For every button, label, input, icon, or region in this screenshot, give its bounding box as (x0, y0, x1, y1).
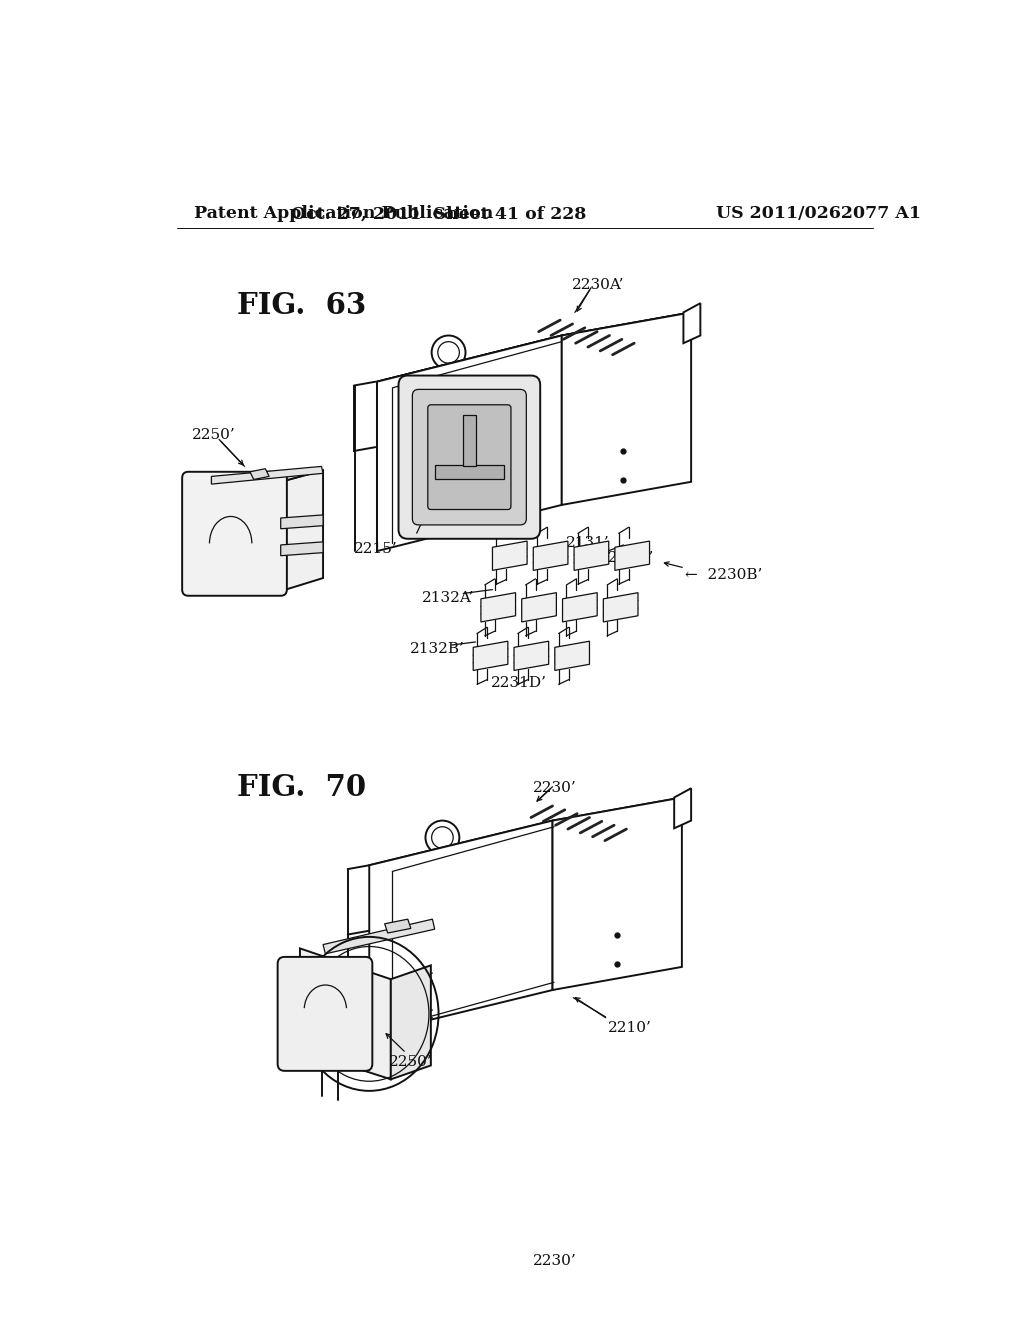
Polygon shape (377, 313, 691, 381)
FancyBboxPatch shape (182, 471, 287, 595)
Text: 2250’: 2250’ (193, 428, 236, 442)
Text: 2230’: 2230’ (534, 780, 577, 795)
Polygon shape (473, 642, 508, 671)
Text: 2215’: 2215’ (354, 543, 397, 556)
Polygon shape (300, 948, 391, 1080)
Text: 2132B’: 2132B’ (410, 642, 465, 656)
Text: Oct. 27, 2011  Sheet 41 of 228: Oct. 27, 2011 Sheet 41 of 228 (291, 206, 586, 222)
Polygon shape (385, 919, 411, 933)
Text: 2250’: 2250’ (388, 1056, 432, 1069)
Polygon shape (211, 466, 323, 484)
FancyBboxPatch shape (428, 405, 511, 510)
FancyBboxPatch shape (398, 376, 541, 539)
Polygon shape (370, 797, 682, 866)
Polygon shape (562, 593, 597, 622)
Polygon shape (555, 642, 590, 671)
Text: 2210’: 2210’ (608, 1020, 652, 1035)
Polygon shape (481, 593, 515, 622)
Text: FIG.  63: FIG. 63 (237, 290, 366, 319)
Polygon shape (674, 788, 691, 829)
Circle shape (615, 867, 646, 898)
Circle shape (622, 381, 652, 412)
Circle shape (621, 873, 641, 892)
Text: US 2011/0262077 A1: US 2011/0262077 A1 (716, 206, 921, 222)
Text: 2132A’: 2132A’ (422, 591, 474, 605)
Circle shape (425, 821, 460, 854)
Polygon shape (377, 313, 691, 381)
Polygon shape (614, 541, 649, 570)
Polygon shape (493, 541, 527, 570)
Polygon shape (683, 304, 700, 343)
Polygon shape (521, 593, 556, 622)
Polygon shape (514, 642, 549, 671)
Polygon shape (534, 541, 568, 570)
Circle shape (628, 387, 647, 407)
Polygon shape (435, 465, 504, 479)
Polygon shape (463, 414, 475, 466)
Polygon shape (562, 313, 691, 506)
Polygon shape (323, 919, 435, 954)
Polygon shape (193, 470, 323, 482)
Polygon shape (281, 470, 323, 591)
FancyBboxPatch shape (413, 389, 526, 525)
Text: ←  2230B’: ← 2230B’ (685, 568, 762, 582)
Text: Patent Application Publication: Patent Application Publication (194, 206, 493, 222)
Circle shape (438, 342, 460, 363)
Polygon shape (281, 543, 323, 556)
Polygon shape (281, 515, 323, 529)
Polygon shape (603, 593, 638, 622)
Text: 2231C’: 2231C’ (599, 552, 654, 565)
Text: 2230A’: 2230A’ (571, 277, 625, 292)
Polygon shape (370, 821, 553, 1035)
FancyBboxPatch shape (278, 957, 373, 1071)
Text: 2231D’: 2231D’ (490, 676, 547, 690)
Text: FIG.  70: FIG. 70 (237, 774, 366, 801)
Polygon shape (553, 797, 682, 990)
Text: 2230’: 2230’ (534, 1254, 577, 1269)
Polygon shape (574, 541, 608, 570)
Polygon shape (377, 335, 562, 552)
Circle shape (432, 826, 454, 849)
Polygon shape (250, 469, 269, 479)
Text: 2131’: 2131’ (565, 536, 609, 549)
Polygon shape (391, 965, 431, 1080)
Circle shape (432, 335, 466, 370)
